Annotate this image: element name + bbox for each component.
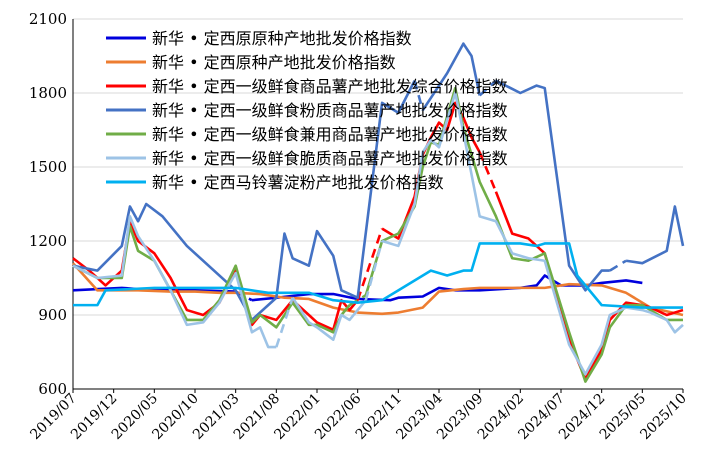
series-dashed-segment [275, 297, 294, 348]
series-segment [291, 297, 367, 341]
series-segment [73, 242, 683, 309]
legend-label: 新华 • 定西原种产地批发价格指数 [152, 53, 396, 72]
y-tick-label: 1200 [29, 232, 67, 250]
series-line [73, 242, 683, 309]
series-line [72, 86, 683, 383]
series-dashed-segment [478, 79, 497, 97]
series-segment [421, 42, 481, 111]
series-segment [72, 80, 416, 322]
series-segment [625, 205, 685, 265]
legend-label: 新华 • 定西原原种产地批发价格指数 [152, 29, 412, 48]
series-segment [495, 79, 610, 292]
series-line [72, 42, 685, 322]
legend-label: 新华 • 定西一级鲜食脆质商品薯产地批发价格指数 [152, 149, 508, 168]
series-segment [381, 101, 481, 240]
series-segment [364, 86, 683, 383]
y-tick-label: 900 [38, 306, 67, 324]
legend-label: 新华 • 定西一级鲜食商品薯产地批发综合价格指数 [152, 77, 508, 96]
legend-label: 新华 • 定西一级鲜食兼用商品薯产地批发价格指数 [152, 125, 508, 144]
series-dashed-segment [478, 151, 498, 193]
legend-label: 新华 • 定西一级鲜食粉质商品薯产地批发价格指数 [152, 101, 508, 120]
series-dashed-segment [364, 240, 384, 301]
series-line [72, 262, 684, 317]
series-dashed-segment [356, 228, 384, 301]
y-tick-label: 1800 [29, 84, 67, 102]
legend-label: 新华 • 定西马铃薯淀粉产地批发价格指数 [152, 173, 444, 192]
series-dashed-segment [413, 80, 424, 111]
series-segment [72, 224, 351, 334]
y-tick-label: 1500 [29, 158, 67, 176]
series-line [72, 91, 684, 376]
series-segment [72, 215, 277, 349]
series-dashed-segment [609, 259, 627, 272]
y-tick-label: 600 [38, 380, 67, 398]
gridlines [73, 18, 683, 390]
y-tick-label: 2100 [29, 10, 67, 28]
series-segment [381, 91, 684, 376]
series-dashed-segment [348, 294, 367, 307]
series-lines [72, 42, 685, 383]
series-segment [72, 262, 684, 317]
